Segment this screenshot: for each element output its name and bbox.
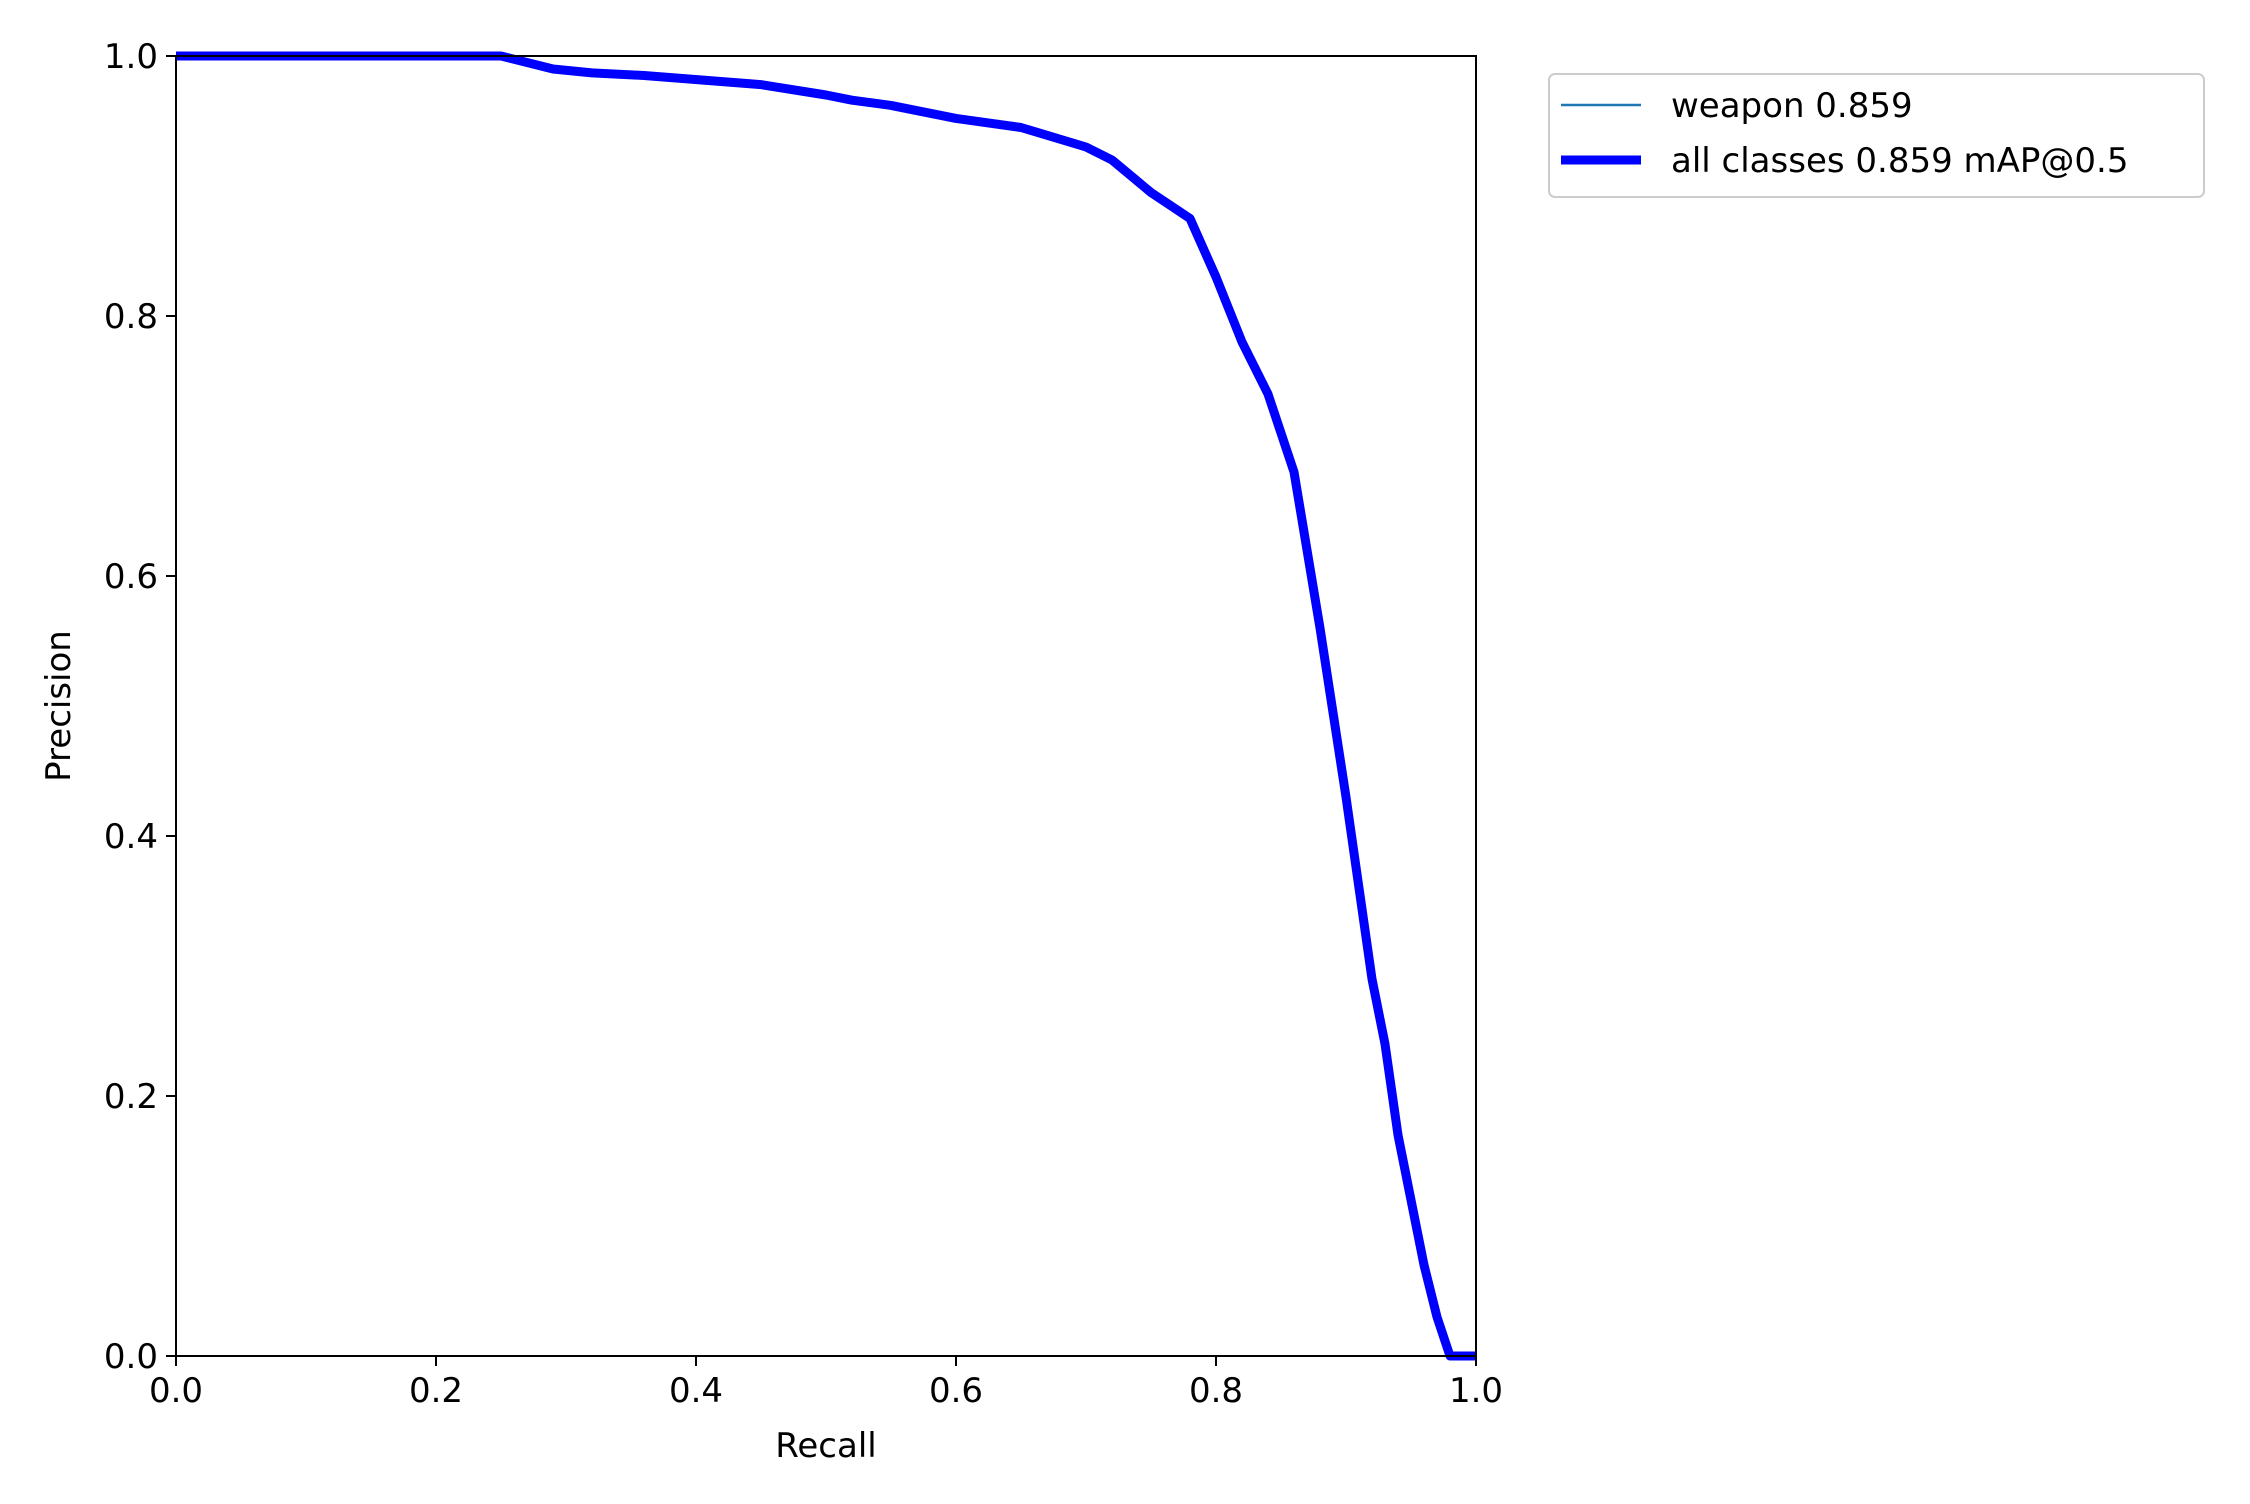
y-tick-label: 0.0 bbox=[104, 1337, 158, 1377]
series-line-weapon bbox=[176, 54, 1476, 1358]
x-tick-label: 1.0 bbox=[1449, 1371, 1503, 1411]
x-tick-label: 0.6 bbox=[929, 1371, 983, 1411]
y-axis-ticks: 0.0 0.2 0.4 0.6 0.8 1.0 bbox=[104, 37, 176, 1377]
legend-label-all-classes: all classes 0.859 mAP@0.5 bbox=[1671, 141, 2128, 181]
x-axis-label: Recall bbox=[775, 1426, 876, 1466]
y-tick-label: 0.4 bbox=[104, 817, 158, 857]
y-tick-label: 1.0 bbox=[104, 37, 158, 77]
y-tick-label: 0.8 bbox=[104, 297, 158, 337]
legend-frame bbox=[1548, 73, 2205, 198]
x-tick-label: 0.4 bbox=[669, 1371, 723, 1411]
x-tick-label: 0.2 bbox=[409, 1371, 463, 1411]
legend-label-weapon: weapon 0.859 bbox=[1671, 86, 1913, 126]
x-tick-label: 0.0 bbox=[149, 1371, 203, 1411]
x-axis-ticks: 0.0 0.2 0.4 0.6 0.8 1.0 bbox=[149, 1356, 1503, 1411]
y-tick-label: 0.2 bbox=[104, 1077, 158, 1117]
plot-frame bbox=[175, 55, 1477, 1357]
x-tick-label: 0.8 bbox=[1189, 1371, 1243, 1411]
plot-lines bbox=[176, 51, 1476, 1361]
y-tick-label: 0.6 bbox=[104, 557, 158, 597]
legend: weapon 0.859 all classes 0.859 mAP@0.5 bbox=[1548, 73, 2205, 198]
series-line-all-classes bbox=[176, 51, 1476, 1361]
y-axis-label: Precision bbox=[39, 630, 79, 782]
